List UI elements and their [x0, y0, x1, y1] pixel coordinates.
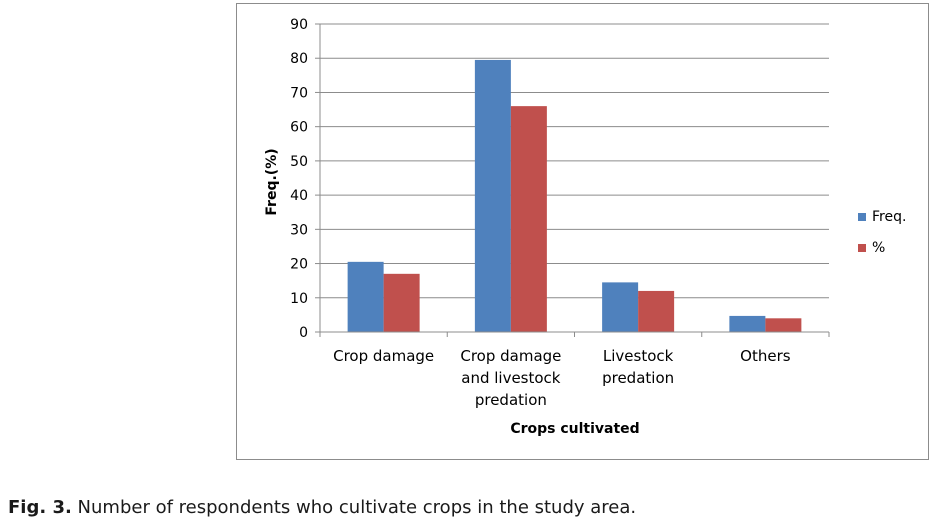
y-tick-label: 60 [290, 120, 308, 136]
x-tick-label: Livestock predation [602, 347, 674, 387]
x-tick-label-line: and livestock [461, 369, 561, 387]
bars [347, 59, 802, 332]
legend-swatch [858, 213, 866, 221]
x-tick-label: Crop damage and livestock predation [460, 347, 561, 409]
legend: Freq.% [858, 209, 906, 256]
category-labels: Crop damage Crop damage and livestock preda… [333, 347, 791, 409]
legend-swatch [858, 244, 866, 252]
x-tick-label-line: predation [475, 391, 547, 409]
y-tick-label: 10 [290, 291, 308, 307]
bar-percent [765, 318, 802, 332]
x-tick-label-line: Others [740, 347, 791, 365]
x-axis-title: Crops cultivated [510, 421, 639, 437]
bar-percent [638, 290, 675, 332]
figure-caption-text: Number of respondents who cultivate crop… [71, 497, 637, 518]
figure-caption-label: Fig. 3. [8, 497, 72, 518]
bar-percent [383, 273, 420, 332]
legend-label: % [872, 240, 885, 256]
x-tick-label-line: predation [602, 369, 674, 387]
y-tick-label: 30 [290, 222, 308, 238]
x-tick-label-line: Livestock [603, 347, 674, 365]
x-tick-label-line: Crop damage [460, 347, 561, 365]
x-tick-label: Others [740, 347, 791, 365]
bar-percent [510, 106, 547, 332]
y-tick-labels: 0 10 20 30 40 50 60 70 80 90 [290, 17, 308, 341]
y-tick-label: 40 [290, 188, 308, 204]
y-axis-title: Freq.(%) [264, 148, 280, 215]
y-tick-label: 20 [290, 257, 308, 273]
axes [319, 24, 830, 337]
bar-freq [347, 261, 384, 332]
chart-frame: 0 10 20 30 40 50 60 70 80 90 Crop damage Crop dama… [236, 3, 929, 460]
y-tick-label: 50 [290, 154, 308, 170]
y-tick-label: 90 [290, 17, 308, 33]
bar-freq [729, 315, 766, 332]
y-tick-label: 0 [299, 325, 308, 341]
bar-freq [602, 282, 639, 332]
bar-freq [474, 59, 511, 332]
legend-label: Freq. [872, 209, 906, 225]
x-tick-label: Crop damage [333, 347, 434, 365]
x-tick-label-line: Crop damage [333, 347, 434, 365]
y-tick-label: 80 [290, 51, 308, 67]
y-tick-label: 70 [290, 85, 308, 101]
figure-caption: Fig. 3. Number of respondents who cultiv… [8, 497, 636, 518]
